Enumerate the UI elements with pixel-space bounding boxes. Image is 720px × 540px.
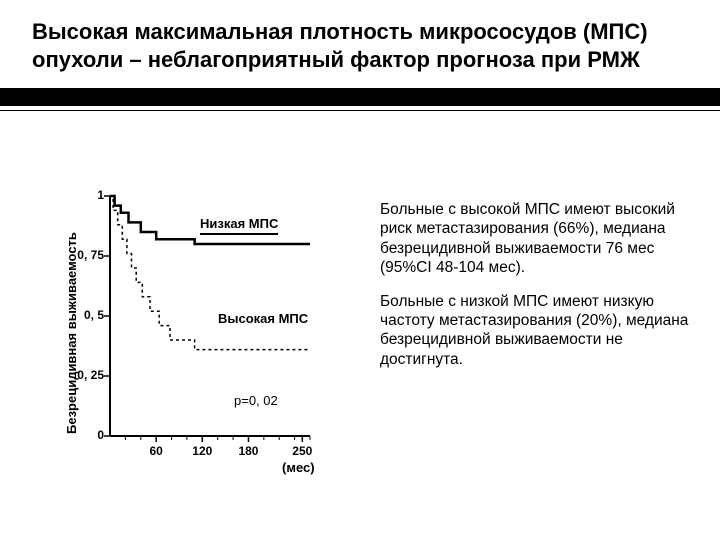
slide-title: Высокая максимальная плотность микрососу…	[32, 18, 688, 73]
x-tick-label: 120	[187, 444, 217, 458]
title-underline-thin	[0, 110, 720, 111]
title-underline-dark	[0, 88, 720, 106]
y-tick-label: 0, 5	[68, 308, 104, 322]
x-tick-label: 250	[287, 444, 317, 458]
survival-chart: Безрецидивная выживаемость (мес) 1 0, 75 0…	[50, 186, 350, 486]
y-tick-label: 0	[68, 428, 104, 442]
series-label: Низкая МПС	[200, 216, 278, 235]
x-tick-label: 180	[233, 444, 263, 458]
slide: Высокая максимальная плотность микрососу…	[0, 0, 720, 540]
x-tick-label: 60	[141, 444, 171, 458]
x-axis-label: (мес)	[282, 460, 315, 475]
y-axis-label: Безрецидивная выживаемость	[64, 232, 79, 434]
paragraph-2: Больные с низкой МПС имеют низкую частот…	[380, 292, 700, 370]
y-tick-label: 1	[68, 188, 104, 202]
series-label: Высокая МПС	[218, 311, 308, 326]
paragraph-1: Больные с высокой МПС имеют высокий риск…	[380, 200, 700, 278]
text-column: Больные с высокой МПС имеют высокий риск…	[380, 200, 700, 383]
p-value: p=0, 02	[234, 393, 278, 408]
y-tick-label: 0, 25	[68, 368, 104, 382]
title-band: Высокая максимальная плотность микрососу…	[0, 0, 720, 87]
y-tick-label: 0, 75	[68, 248, 104, 262]
